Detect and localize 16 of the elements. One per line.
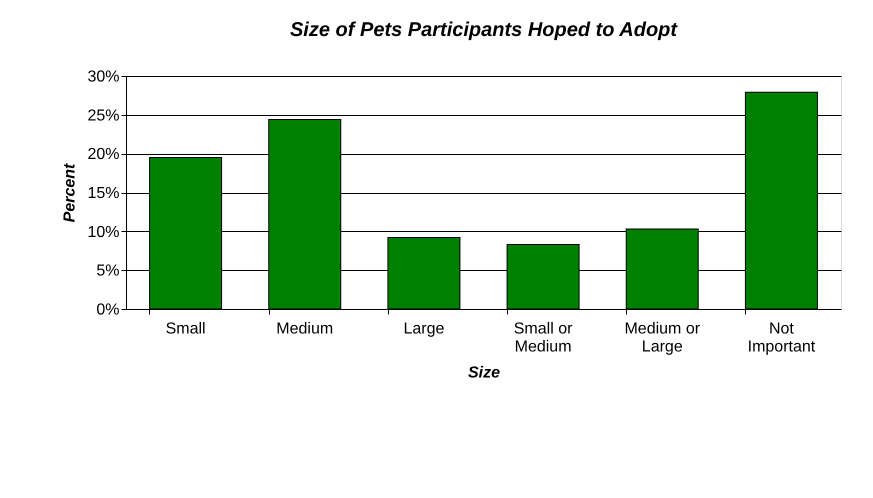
y-tick-label: 25% (87, 107, 120, 124)
x-tick-label: Small (166, 320, 206, 338)
y-tick-label: 30% (87, 68, 120, 86)
y-tick-label: 5% (96, 262, 120, 280)
y-tick-label: 20% (87, 146, 120, 164)
x-tick-label: Medium (276, 320, 334, 338)
chart-title: Size of Pets Participants Hoped to Adopt (290, 19, 678, 41)
x-tick-label: Small or Medium (514, 320, 574, 356)
x-tick-label: Large (403, 320, 444, 338)
y-tick-label: 0% (96, 302, 120, 318)
x-tick-label: Medium or Large (624, 320, 701, 356)
y-tick-label: 15% (87, 185, 120, 202)
y-tick-label: 10% (87, 224, 120, 241)
y-axis-title: Percent (61, 162, 78, 222)
x-axis-title: Size (468, 364, 500, 382)
x-tick-label: Not Important (748, 320, 816, 356)
